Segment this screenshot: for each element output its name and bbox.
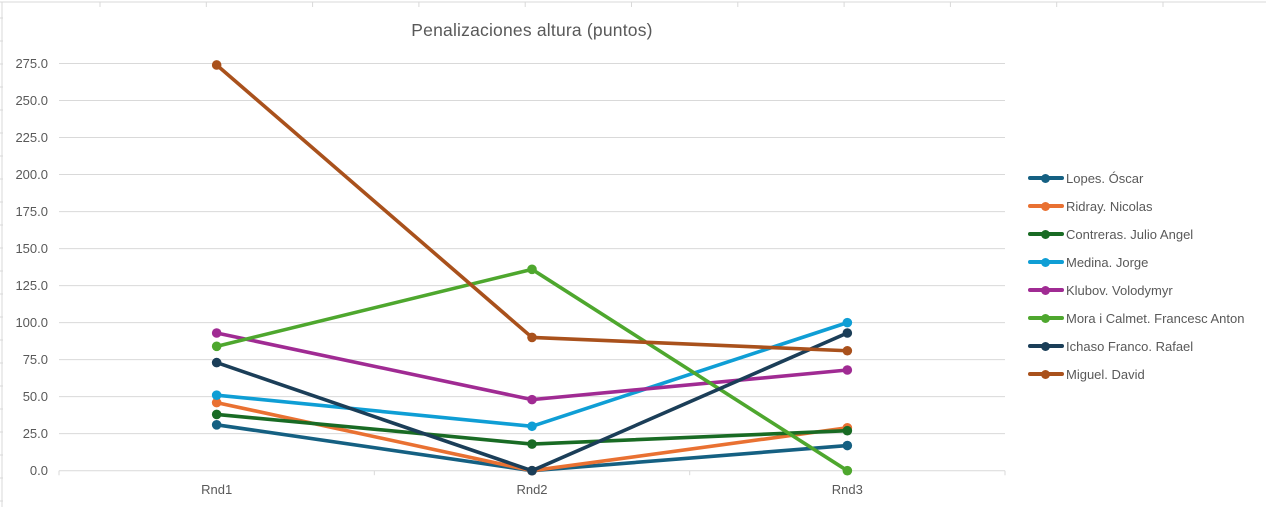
y-axis-tick-label: 200.0 [15, 167, 48, 182]
series-marker-3[interactable] [842, 317, 853, 328]
y-axis-tick-label: 75.0 [23, 352, 48, 367]
chart-legend: Lopes. Óscar Ridray. Nicolas Contreras. Ju… [1028, 164, 1244, 388]
y-axis-tick-label: 100.0 [15, 315, 48, 330]
series-line-1[interactable] [214, 400, 850, 473]
series-marker-3[interactable] [211, 390, 222, 400]
legend-item-7[interactable]: Miguel. David [1028, 360, 1244, 388]
legend-line-marker-icon [1028, 229, 1064, 239]
legend-label: Medina. Jorge [1066, 254, 1149, 270]
legend-item-3[interactable]: Medina. Jorge [1028, 248, 1244, 276]
legend-label: Mora i Calmet. Francesc Anton [1066, 310, 1245, 326]
series-marker-3[interactable] [527, 421, 537, 432]
y-axis-tick-label: 25.0 [23, 426, 48, 441]
series-marker-0[interactable] [842, 440, 853, 451]
series-line-7[interactable] [214, 63, 850, 353]
legend-line-marker-icon [1028, 173, 1064, 183]
y-axis-tick-label: 50.0 [23, 389, 48, 404]
legend-item-6[interactable]: Ichaso Franco. Rafael [1028, 332, 1244, 360]
series-line-4[interactable] [214, 331, 850, 402]
legend-line-marker-icon [1028, 341, 1064, 351]
y-axis-tick-label: 125.0 [15, 278, 48, 293]
y-axis-tick-label: 0.0 [30, 463, 48, 478]
series-marker-4[interactable] [211, 328, 222, 338]
y-axis-tick-label: 150.0 [15, 241, 48, 256]
legend-item-4[interactable]: Klubov. Volodymyr [1028, 276, 1244, 304]
legend-item-2[interactable]: Contreras. Julio Angel [1028, 220, 1244, 248]
series-marker-4[interactable] [842, 365, 853, 375]
legend-line-marker-icon [1028, 257, 1064, 267]
legend-label: Ridray. Nicolas [1066, 198, 1153, 214]
legend-label: Lopes. Óscar [1066, 170, 1144, 186]
series-marker-2[interactable] [842, 425, 853, 436]
series-marker-1[interactable] [211, 397, 222, 408]
series-marker-7[interactable] [211, 60, 222, 70]
legend-item-0[interactable]: Lopes. Óscar [1028, 164, 1244, 192]
x-axis-category-label: Rnd3 [832, 482, 863, 497]
series-marker-6[interactable] [211, 357, 222, 368]
series-marker-5[interactable] [842, 465, 853, 476]
legend-label: Contreras. Julio Angel [1066, 226, 1194, 242]
x-axis-category-label: Rnd1 [201, 482, 232, 497]
series-marker-7[interactable] [527, 332, 537, 343]
series-marker-5[interactable] [527, 264, 537, 275]
y-axis-tick-label: 250.0 [15, 93, 48, 108]
legend-item-5[interactable]: Mora i Calmet. Francesc Anton [1028, 304, 1244, 332]
series-marker-6[interactable] [527, 465, 537, 476]
legend-label: Miguel. David [1066, 366, 1145, 382]
legend-item-1[interactable]: Ridray. Nicolas [1028, 192, 1244, 220]
legend-line-marker-icon [1028, 369, 1064, 379]
series-marker-5[interactable] [211, 341, 222, 352]
x-axis-category-label: Rnd2 [516, 482, 547, 497]
series-marker-2[interactable] [211, 409, 222, 420]
y-axis-tick-label: 225.0 [15, 130, 48, 145]
series-marker-2[interactable] [527, 439, 537, 449]
series-marker-4[interactable] [527, 394, 537, 405]
series-marker-0[interactable] [211, 419, 222, 430]
y-axis-tick-label: 275.0 [15, 56, 48, 71]
legend-label: Ichaso Franco. Rafael [1066, 338, 1194, 354]
series-marker-6[interactable] [842, 328, 853, 338]
y-axis-tick-label: 175.0 [15, 204, 48, 219]
chart-title[interactable]: Penalizaciones altura (puntos) [411, 20, 653, 40]
legend-line-marker-icon [1028, 285, 1064, 295]
legend-label: Klubov. Volodymyr [1066, 282, 1173, 298]
series-marker-7[interactable] [842, 345, 853, 356]
legend-line-marker-icon [1028, 313, 1064, 323]
legend-line-marker-icon [1028, 201, 1064, 211]
